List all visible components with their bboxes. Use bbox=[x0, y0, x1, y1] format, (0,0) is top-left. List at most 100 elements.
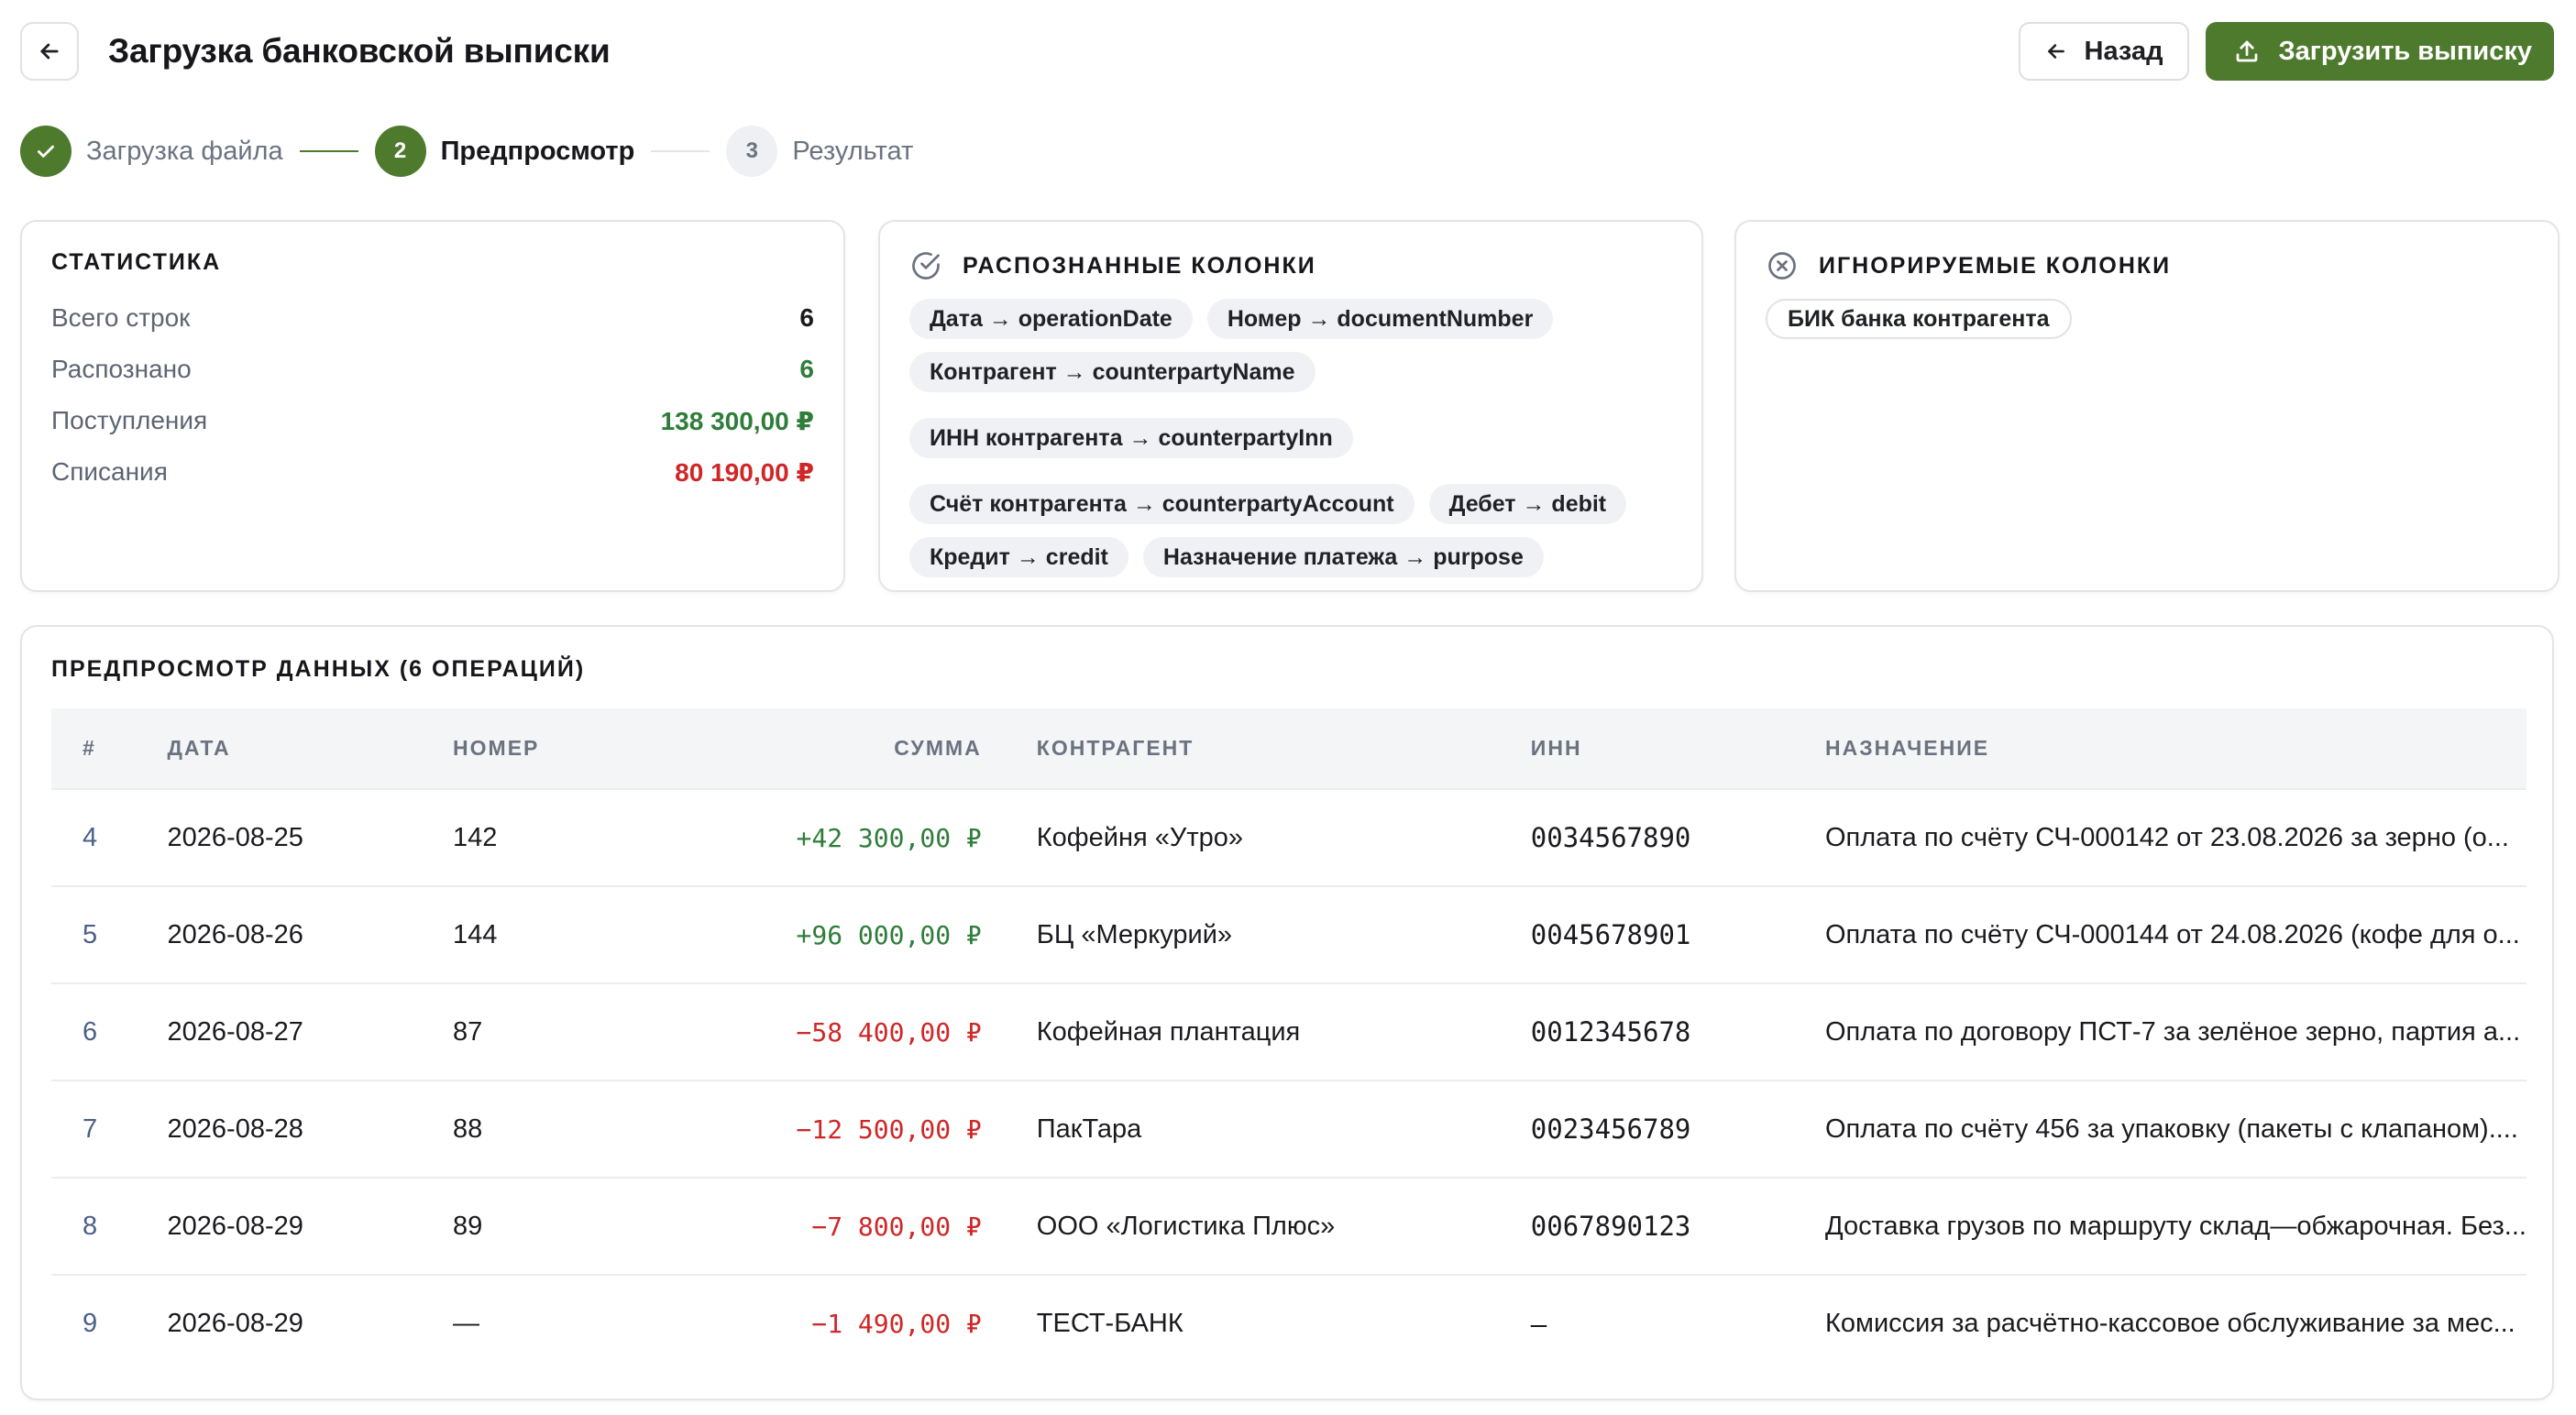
table-row: 5 2026-08-26 144 +96 000,00 ₽ БЦ «Меркур… bbox=[51, 885, 2526, 983]
row-purpose: Оплата по счёту СЧ-000144 от 24.08.2026 … bbox=[1825, 885, 2526, 983]
row-number: 89 bbox=[453, 1177, 671, 1275]
row-amount: −58 400,00 ₽ bbox=[670, 982, 1037, 1080]
column-mapping-chip: Номер → documentNumber bbox=[1206, 299, 1554, 339]
upload-button-label: Загрузить выписку bbox=[2278, 36, 2533, 66]
row-number: 142 bbox=[453, 788, 671, 886]
row-purpose: Оплата по счёту СЧ-000142 от 23.08.2026 … bbox=[1825, 788, 2526, 886]
stat-label: Поступления bbox=[51, 406, 208, 434]
step-2-label: Предпросмотр bbox=[440, 136, 635, 166]
statistics-list: Всего строк 6 Распознано 6 Поступления 1… bbox=[51, 292, 814, 498]
header-actions: Назад Загрузить выписку bbox=[2018, 22, 2554, 81]
back-icon-button[interactable] bbox=[20, 22, 79, 81]
ignored-columns-card: ИГНОРИРУЕМЫЕ КОЛОНКИ БИК банка контраген… bbox=[1734, 220, 2559, 592]
row-inn: 0045678901 bbox=[1530, 885, 1825, 983]
stat-value: 80 190,00 ₽ bbox=[675, 457, 814, 487]
row-date: 2026-08-27 bbox=[167, 982, 454, 1080]
row-amount: +96 000,00 ₽ bbox=[670, 885, 1037, 983]
row-inn: 0034567890 bbox=[1530, 788, 1825, 886]
row-purpose: Комиссия за расчётно-кассовое обслуживан… bbox=[1825, 1274, 2526, 1372]
row-number: — bbox=[453, 1274, 671, 1372]
row-index: 5 bbox=[51, 885, 168, 983]
x-circle-icon bbox=[1768, 252, 1796, 280]
column-mapping-chip: Дебет → debit bbox=[1428, 484, 1627, 524]
statistics-title: СТАТИСТИКА bbox=[51, 249, 222, 275]
check-circle-icon bbox=[912, 252, 940, 280]
row-date: 2026-08-29 bbox=[167, 1274, 454, 1372]
row-amount: −7 800,00 ₽ bbox=[670, 1177, 1037, 1275]
column-header: # bbox=[83, 736, 96, 760]
stat-row-total: Всего строк 6 bbox=[51, 292, 814, 344]
data-preview-card: ПРЕДПРОСМОТР ДАННЫХ (6 ОПЕРАЦИЙ) # ДАТА … bbox=[20, 625, 2554, 1400]
row-date: 2026-08-26 bbox=[167, 885, 454, 983]
stat-value: 138 300,00 ₽ bbox=[660, 406, 814, 435]
table-header-row: # ДАТА НОМЕР СУММА КОНТРАГЕНТ ИНН НАЗНАЧ… bbox=[51, 708, 2526, 789]
row-inn: 0067890123 bbox=[1530, 1177, 1825, 1275]
ignored-columns-header: ИГНОРИРУЕМЫЕ КОЛОНКИ bbox=[1766, 249, 2528, 282]
statistics-card: СТАТИСТИКА Всего строк 6 Распознано 6 По… bbox=[20, 220, 845, 592]
row-counterparty: ТЕСТ-БАНК bbox=[1036, 1274, 1531, 1372]
stat-label: Всего строк bbox=[51, 303, 191, 332]
step-connector bbox=[651, 150, 710, 152]
row-date: 2026-08-28 bbox=[167, 1080, 454, 1178]
recognized-columns-card: РАСПОЗНАННЫЕ КОЛОНКИ Дата → operationDat… bbox=[878, 220, 1703, 592]
header: Загрузка банковской выписки Назад Загруз… bbox=[20, 22, 2554, 81]
table-row: 9 2026-08-29 — −1 490,00 ₽ ТЕСТ-БАНК — К… bbox=[51, 1274, 2526, 1372]
row-index: 7 bbox=[51, 1080, 168, 1178]
step-1-label: Загрузка файла bbox=[86, 136, 283, 166]
row-purpose: Оплата по договору ПСТ-7 за зелёное зерн… bbox=[1825, 982, 2526, 1080]
row-date: 2026-08-29 bbox=[167, 1177, 454, 1275]
row-counterparty: Кофейная плантация bbox=[1036, 982, 1531, 1080]
row-counterparty: Кофейня «Утро» bbox=[1036, 788, 1531, 886]
row-amount: −12 500,00 ₽ bbox=[670, 1080, 1037, 1178]
back-button[interactable]: Назад bbox=[2018, 22, 2189, 81]
preview-table: # ДАТА НОМЕР СУММА КОНТРАГЕНТ ИНН НАЗНАЧ… bbox=[51, 708, 2526, 1372]
step-3-label: Результат bbox=[792, 136, 914, 166]
stat-row-expenses: Списания 80 190,00 ₽ bbox=[51, 446, 814, 498]
column-mapping-chip: Назначение платежа → purpose bbox=[1142, 537, 1544, 577]
step-3-indicator: 3 bbox=[726, 126, 778, 177]
stat-row-income: Поступления 138 300,00 ₽ bbox=[51, 395, 814, 446]
data-preview-title: ПРЕДПРОСМОТР ДАННЫХ (6 ОПЕРАЦИЙ) bbox=[51, 656, 586, 682]
back-button-label: Назад bbox=[2084, 36, 2163, 66]
step-connector bbox=[299, 150, 358, 152]
page-title: Загрузка банковской выписки bbox=[108, 32, 611, 70]
column-mapping-chip: Дата → operationDate bbox=[909, 299, 1193, 339]
column-mapping-chip: ИНН контрагента → counterpartyInn bbox=[909, 418, 1353, 458]
recognized-chips: Дата → operationDate Номер → documentNum… bbox=[909, 299, 1670, 577]
column-header: СУММА bbox=[894, 736, 982, 760]
stat-label: Распознано bbox=[51, 355, 192, 383]
column-mapping-chip: Кредит → credit bbox=[909, 537, 1128, 577]
stat-row-recognized: Распознано 6 bbox=[51, 344, 814, 395]
step-1-indicator bbox=[20, 126, 72, 177]
column-mapping-chip: Счёт контрагента → counterpartyAccount bbox=[909, 484, 1415, 524]
upload-statement-button[interactable]: Загрузить выписку bbox=[2205, 22, 2554, 81]
table-row: 8 2026-08-29 89 −7 800,00 ₽ ООО «Логисти… bbox=[51, 1177, 2526, 1275]
arrow-left-icon bbox=[2047, 44, 2064, 59]
row-inn: 0023456789 bbox=[1530, 1080, 1825, 1178]
row-counterparty: БЦ «Меркурий» bbox=[1036, 885, 1531, 983]
stat-value: 6 bbox=[799, 355, 814, 383]
row-inn: — bbox=[1530, 1274, 1825, 1372]
ignored-chips: БИК банка контрагента bbox=[1766, 299, 2526, 339]
table-row: 4 2026-08-25 142 +42 300,00 ₽ Кофейня «У… bbox=[51, 788, 2526, 886]
ignored-column-chip: БИК банка контрагента bbox=[1766, 299, 2072, 339]
step-2-indicator: 2 bbox=[374, 126, 426, 177]
row-date: 2026-08-25 bbox=[167, 788, 454, 886]
row-amount: +42 300,00 ₽ bbox=[670, 788, 1037, 886]
row-number: 144 bbox=[453, 885, 671, 983]
row-index: 9 bbox=[51, 1274, 168, 1372]
column-header: ИНН bbox=[1530, 736, 1582, 760]
row-index: 4 bbox=[51, 788, 168, 886]
row-index: 8 bbox=[51, 1177, 168, 1275]
checkmark-icon bbox=[38, 145, 54, 158]
recognized-columns-header: РАСПОЗНАННЫЕ КОЛОНКИ bbox=[909, 249, 1672, 282]
arrow-left-icon bbox=[40, 43, 59, 60]
stat-value: 6 bbox=[799, 303, 814, 332]
table-row: 7 2026-08-28 88 −12 500,00 ₽ ПакТара 002… bbox=[51, 1080, 2526, 1178]
ignored-columns-title: ИГНОРИРУЕМЫЕ КОЛОНКИ bbox=[1819, 252, 2172, 279]
column-header: КОНТРАГЕНТ bbox=[1036, 736, 1194, 760]
row-counterparty: ООО «Логистика Плюс» bbox=[1036, 1177, 1531, 1275]
row-amount: −1 490,00 ₽ bbox=[670, 1274, 1037, 1372]
stepper: Загрузка файла 2 Предпросмотр 3 Результа… bbox=[20, 125, 913, 178]
